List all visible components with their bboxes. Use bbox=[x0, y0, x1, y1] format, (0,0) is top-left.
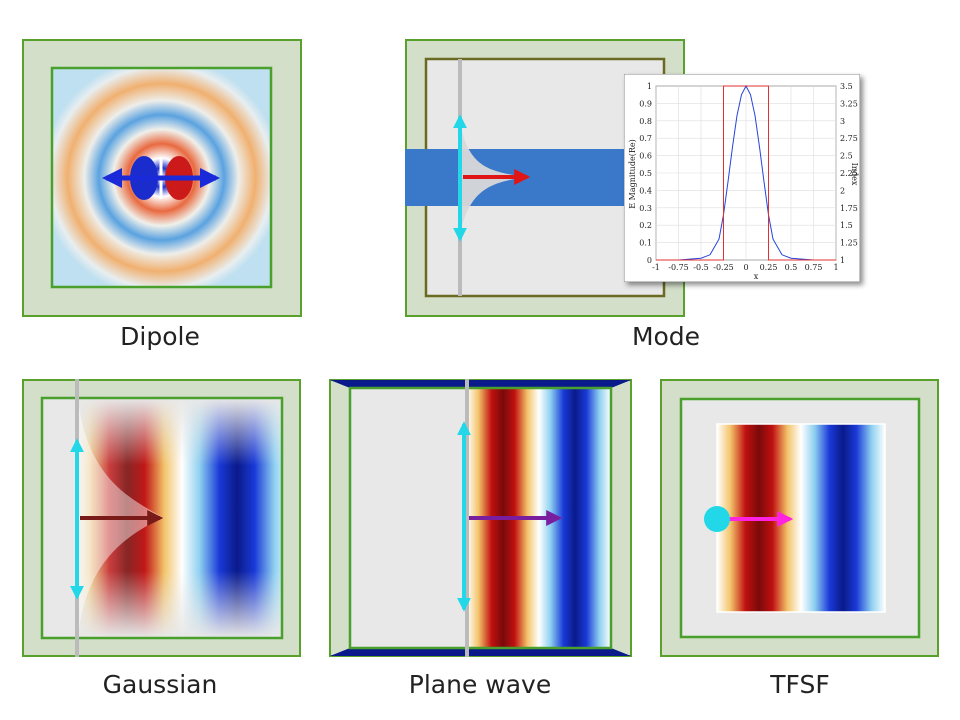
plot-x-tick-label: 0.5 bbox=[785, 263, 798, 272]
sim-region-border bbox=[40, 396, 284, 640]
circle-dot-icon bbox=[704, 506, 730, 532]
plot-y-tick-label: 0.4 bbox=[639, 186, 652, 195]
plot-y-tick-label: 0.2 bbox=[639, 221, 652, 230]
sim-region-border bbox=[348, 386, 613, 650]
plot-x-tick-label: -0.75 bbox=[668, 263, 689, 272]
mode-label: Mode bbox=[631, 322, 701, 351]
plot-ylabel: E Magnitude(Re) bbox=[628, 139, 637, 208]
plot-y2-tick-label: 3.5 bbox=[840, 82, 853, 91]
plot-y2-tick-label: 1.75 bbox=[840, 204, 858, 213]
plot-x-tick-label: -0.5 bbox=[693, 263, 708, 272]
plot-y-tick-label: 1 bbox=[647, 82, 652, 91]
plot-x-tick-label: 1 bbox=[833, 263, 838, 272]
dipole-label: Dipole bbox=[120, 322, 200, 351]
plot-y2-tick-label: 2.75 bbox=[840, 134, 858, 143]
plot-y2-tick-label: 1 bbox=[840, 256, 845, 265]
sim-region-border bbox=[50, 66, 273, 289]
plot-y2-tick-label: 1.5 bbox=[840, 221, 853, 230]
plot-y-tick-label: 0.3 bbox=[639, 204, 652, 213]
plot-y-tick-label: 0.1 bbox=[639, 239, 652, 248]
pml-bottom-strip bbox=[330, 648, 631, 656]
plot-y2-tick-label: 3.25 bbox=[840, 99, 858, 108]
mode-plot-svg: -1 -0.75 -0.5 -0.25 0 0.25 0.5 0.75 1 0 0.1 0.2 0.3 0… bbox=[624, 74, 860, 282]
plot-y2label: Index bbox=[850, 163, 859, 186]
plot-x-tick-label: -1 bbox=[652, 263, 660, 272]
mode-plot: -1 -0.75 -0.5 -0.25 0 0.25 0.5 0.75 1 0 0.1 0.2 0.3 0… bbox=[624, 74, 860, 282]
plot-y-tick-label: 0.9 bbox=[639, 99, 652, 108]
tfsf-label: TFSF bbox=[770, 670, 830, 699]
plot-x-tick-label: 0.75 bbox=[805, 263, 823, 272]
plot-y2-tick-label: 2.25 bbox=[840, 169, 858, 178]
plot-series-index bbox=[656, 85, 836, 261]
plot-x-tick-label: -0.25 bbox=[713, 263, 734, 272]
plot-x-tick-label: 0.25 bbox=[760, 263, 778, 272]
plot-y-tick-label: 0.7 bbox=[639, 134, 652, 143]
plot-y2-tick-label: 2 bbox=[840, 186, 845, 195]
plot-y2-tick-label: 2.5 bbox=[840, 152, 853, 161]
plane-wave-panel bbox=[329, 379, 632, 657]
dipole-panel bbox=[22, 39, 302, 317]
gaussian-panel bbox=[22, 379, 301, 657]
plane-wave-label: Plane wave bbox=[408, 670, 552, 699]
plot-y2-tick-label: 1.25 bbox=[840, 239, 858, 248]
gaussian-label: Gaussian bbox=[102, 670, 218, 699]
plot-x-tick-label: 0 bbox=[743, 263, 748, 272]
plot-y-tick-label: 0 bbox=[647, 256, 652, 265]
pml-top-strip bbox=[330, 380, 631, 388]
plot-y-tick-label: 0.5 bbox=[639, 169, 652, 178]
plot-y2-tick-label: 3 bbox=[840, 117, 845, 126]
plot-y-tick-label: 0.8 bbox=[639, 117, 652, 126]
plot-xlabel: x bbox=[754, 272, 759, 281]
tfsf-panel bbox=[660, 379, 939, 657]
plot-y-tick-label: 0.6 bbox=[639, 152, 652, 161]
